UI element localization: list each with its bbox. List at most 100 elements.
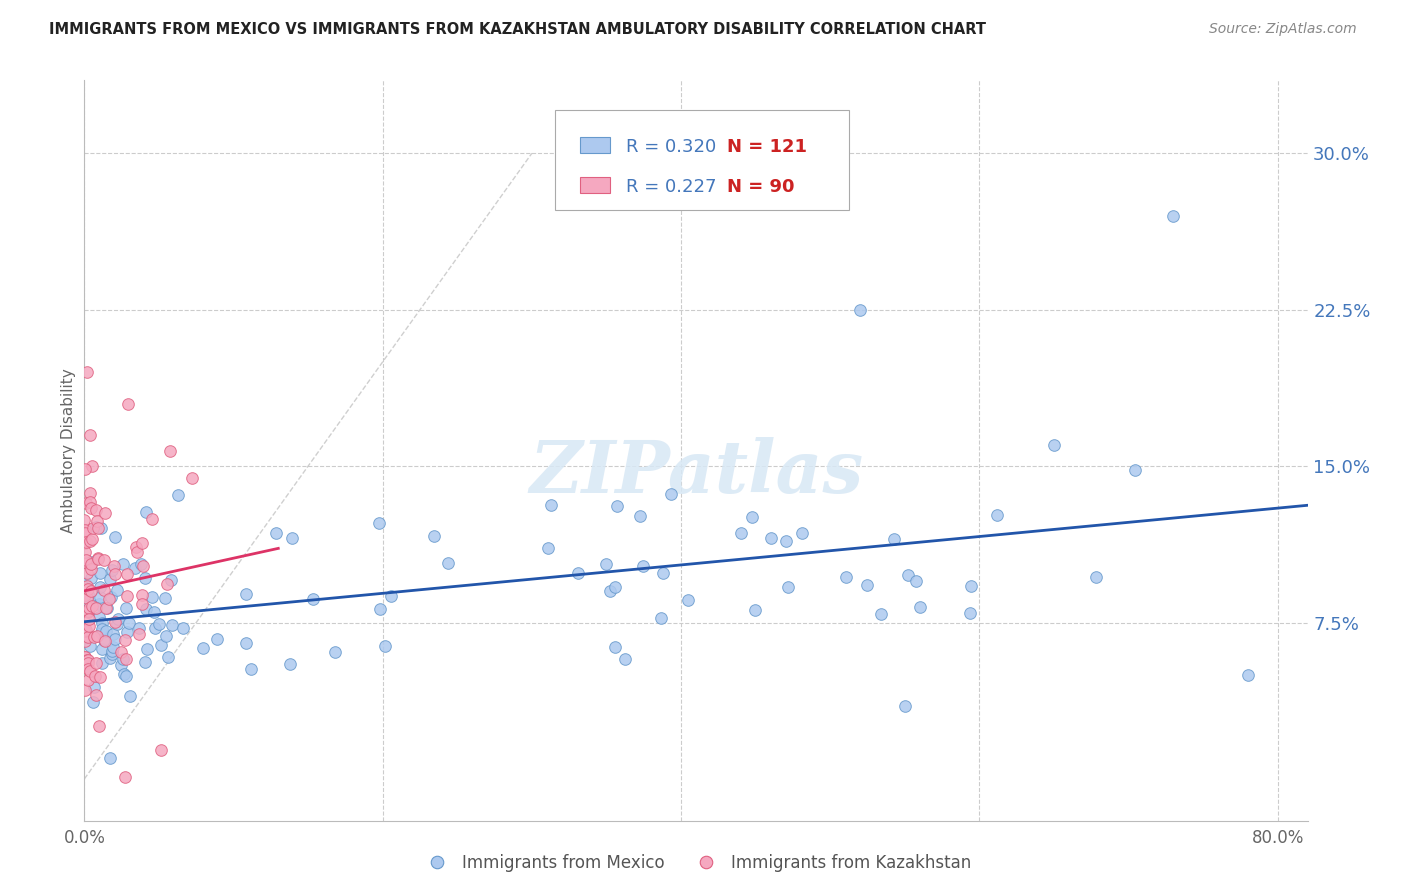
- Y-axis label: Ambulatory Disability: Ambulatory Disability: [60, 368, 76, 533]
- Point: [90, 641, 112, 656]
- Text: Source: ZipAtlas.com: Source: ZipAtlas.com: [1209, 22, 1357, 37]
- Point: [160, 573, 183, 587]
- Point: [73, 462, 96, 476]
- Point: [80, 532, 103, 546]
- Point: [423, 529, 446, 543]
- Point: [79, 639, 101, 653]
- Point: [959, 579, 981, 593]
- Point: [77, 656, 100, 670]
- Point: [155, 628, 177, 642]
- Point: [80, 584, 103, 599]
- Point: [75, 535, 97, 549]
- Point: [437, 556, 460, 570]
- Text: ZIPatlas: ZIPatlas: [529, 437, 863, 508]
- Point: [90, 521, 112, 535]
- Point: [986, 508, 1008, 522]
- Point: [606, 499, 628, 513]
- Point: [83, 630, 105, 644]
- Point: [75, 526, 97, 541]
- Point: [79, 486, 101, 500]
- Point: [115, 589, 138, 603]
- Point: [93, 553, 115, 567]
- Point: [77, 605, 100, 619]
- Point: [89, 566, 111, 580]
- Point: [103, 559, 125, 574]
- Point: [80, 459, 103, 474]
- Point: [131, 536, 153, 550]
- Point: [115, 669, 138, 683]
- Point: [633, 558, 655, 573]
- Point: [77, 594, 100, 608]
- Point: [537, 541, 560, 555]
- Point: [651, 566, 673, 580]
- Point: [105, 616, 128, 631]
- Point: [76, 582, 98, 596]
- Point: [96, 601, 118, 615]
- Point: [73, 582, 96, 596]
- Text: N = 121: N = 121: [727, 138, 807, 156]
- Point: [76, 365, 98, 379]
- Point: [150, 638, 173, 652]
- Point: [83, 680, 105, 694]
- Point: [143, 621, 166, 635]
- Text: R = 0.227: R = 0.227: [626, 178, 717, 196]
- Point: [82, 555, 104, 569]
- Text: R = 0.320: R = 0.320: [626, 138, 717, 156]
- Point: [73, 633, 96, 648]
- Point: [1043, 438, 1066, 452]
- Point: [73, 523, 96, 537]
- Point: [77, 673, 100, 687]
- Point: [84, 503, 107, 517]
- Point: [540, 498, 562, 512]
- Point: [82, 521, 104, 535]
- Point: [73, 555, 96, 569]
- Point: [101, 563, 124, 577]
- Point: [91, 622, 114, 636]
- Point: [136, 642, 159, 657]
- Point: [153, 591, 176, 606]
- Point: [75, 623, 97, 637]
- Point: [73, 650, 96, 665]
- Point: [1123, 463, 1146, 477]
- Point: [744, 602, 766, 616]
- Point: [80, 571, 103, 585]
- Legend: Immigrants from Mexico, Immigrants from Kazakhstan: Immigrants from Mexico, Immigrants from …: [413, 847, 979, 879]
- FancyBboxPatch shape: [579, 137, 610, 153]
- Point: [141, 590, 163, 604]
- Point: [281, 531, 304, 545]
- Point: [134, 656, 156, 670]
- Point: [87, 597, 110, 611]
- Point: [77, 604, 100, 618]
- Point: [117, 566, 139, 581]
- Point: [143, 605, 166, 619]
- Point: [128, 622, 150, 636]
- Point: [908, 600, 931, 615]
- Point: [89, 670, 111, 684]
- Point: [128, 627, 150, 641]
- Point: [84, 688, 107, 702]
- Point: [205, 632, 228, 646]
- Point: [76, 566, 98, 580]
- Point: [628, 509, 651, 524]
- Point: [792, 525, 814, 540]
- Point: [156, 576, 179, 591]
- Point: [80, 599, 103, 613]
- Point: [118, 689, 141, 703]
- Point: [301, 592, 323, 607]
- Point: [118, 615, 141, 630]
- Point: [93, 583, 115, 598]
- Point: [323, 645, 346, 659]
- Point: [603, 640, 626, 654]
- Point: [761, 531, 783, 545]
- Point: [117, 397, 139, 411]
- Point: [84, 657, 107, 671]
- Point: [76, 653, 98, 667]
- Point: [181, 471, 204, 485]
- Point: [1163, 209, 1185, 223]
- Point: [94, 634, 117, 648]
- Point: [89, 580, 111, 594]
- Text: N = 90: N = 90: [727, 178, 794, 196]
- Point: [84, 669, 107, 683]
- Point: [77, 600, 100, 615]
- Point: [114, 652, 136, 666]
